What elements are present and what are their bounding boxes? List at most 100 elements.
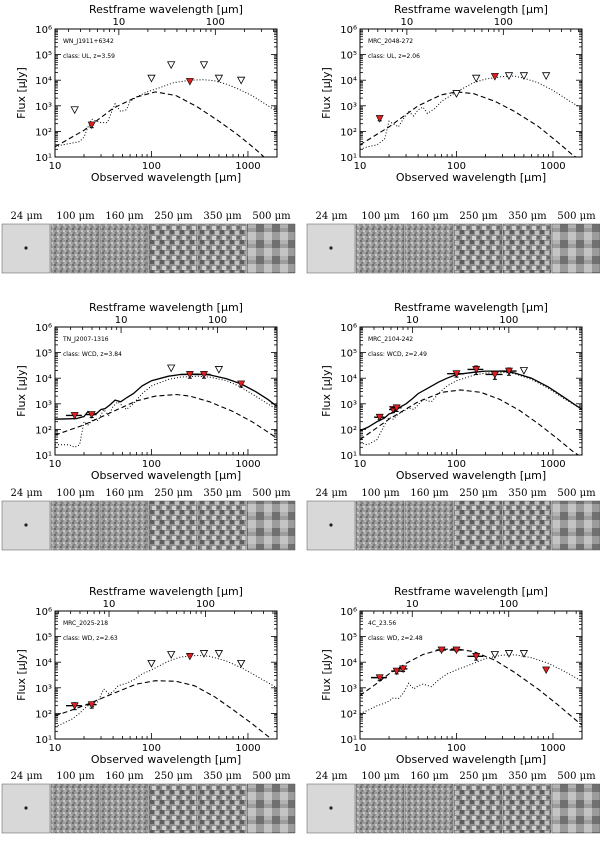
plot-frame	[359, 28, 583, 158]
upper-limit-marker	[504, 72, 514, 81]
plot-frame	[54, 610, 278, 740]
detection-marker	[542, 666, 551, 675]
detection-marker	[437, 646, 446, 655]
agn-dashed-curve	[360, 389, 580, 455]
agn-dashed-curve	[360, 91, 577, 157]
plot-area	[360, 365, 582, 455]
sf-dotted-curve	[360, 371, 582, 446]
panel-4: 10 100 1000 10 100 10¹ 10² 10³ 10⁴ 10⁵ 10⁶ Restfram…	[306, 301, 600, 551]
x-label-bottom: Observed wavelength [μm]	[91, 171, 241, 184]
cutout-image	[502, 500, 552, 551]
cutout-label: 350 μm	[203, 488, 242, 499]
top-tick-label: 10	[400, 17, 413, 28]
x-label-bottom: Observed wavelength [μm]	[396, 469, 546, 482]
cutout-source-dot	[329, 806, 333, 810]
detection-marker	[185, 653, 194, 661]
cutout-image	[99, 223, 149, 274]
x-tick-label: 10	[354, 161, 367, 172]
cutout-label: 160 μm	[105, 211, 144, 222]
detection-marker	[490, 73, 499, 81]
panel-5: 10 100 1000 10 100 10¹ 10² 10³ 10⁴ 10⁵ 10⁶ Restfram…	[1, 585, 296, 834]
source-name: MRC_2025-218	[63, 620, 108, 627]
cutout-label: 100 μm	[361, 211, 400, 222]
agn-dashed-curve	[55, 91, 265, 157]
upper-limit-marker	[167, 61, 176, 70]
panel-2: 10 100 1000 10 100 10¹ 10² 10³ 10⁴ 10⁵ 10⁶ Restfram…	[306, 3, 600, 274]
y-label: Flux [μJy]	[15, 365, 28, 417]
class-label: class: WD, z=2.63	[63, 635, 118, 642]
y-tick-label: 10⁴	[340, 658, 357, 669]
cutout-image	[246, 500, 296, 551]
y-tick-label: 10²	[35, 709, 52, 720]
cutout-image	[551, 783, 600, 834]
cutout-image	[246, 783, 296, 834]
plot-area	[360, 72, 582, 157]
cutout-label: 350 μm	[203, 211, 242, 222]
cutout-label: 24 μm	[316, 211, 348, 222]
class-label: class: UL, z=3.59	[63, 53, 115, 60]
cutout-image	[50, 223, 100, 274]
cutout-image	[148, 223, 198, 274]
cutout-source-dot	[329, 246, 333, 250]
cutout-image	[355, 783, 405, 834]
cutout-label: 160 μm	[410, 771, 449, 782]
y-tick-label: 10¹	[35, 153, 52, 164]
top-tick-label: 100	[499, 315, 518, 326]
plot-frame	[359, 610, 583, 740]
cutout-label: 500 μm	[557, 771, 596, 782]
y-tick-label: 10³	[340, 400, 357, 411]
upper-limit-marker	[541, 72, 551, 81]
plot-area	[55, 61, 277, 157]
top-tick-label: 100	[208, 315, 227, 326]
source-name: TN_J2007-1316	[62, 336, 109, 343]
upper-limit-marker	[519, 367, 529, 375]
top-tick-label: 100	[499, 599, 518, 610]
detection-marker	[375, 674, 384, 682]
sf-dotted-curve	[360, 75, 582, 150]
cutout-label: 250 μm	[459, 211, 498, 222]
source-name: MRC_2048-272	[368, 38, 413, 45]
y-tick-label: 10³	[35, 102, 52, 113]
upper-limit-marker	[490, 651, 500, 659]
x-tick-label: 10	[49, 459, 62, 470]
top-tick-label: 10	[406, 315, 419, 326]
top-tick-label: 10	[115, 315, 128, 326]
cutout-image	[453, 783, 503, 834]
x-tick-label: 100	[142, 161, 161, 172]
plot-area	[360, 646, 582, 726]
y-tick-label: 10⁶	[340, 323, 357, 334]
cutout-label: 24 μm	[316, 488, 348, 499]
y-tick-label: 10⁵	[340, 51, 357, 62]
x-label-top: Restframe wavelength [μm]	[394, 301, 548, 314]
cutout-label: 350 μm	[203, 771, 242, 782]
cutout-label: 100 μm	[361, 488, 400, 499]
top-tick-label: 10	[103, 599, 116, 610]
x-label-top: Restframe wavelength [μm]	[394, 585, 548, 598]
cutout-label: 250 μm	[154, 211, 193, 222]
cutout-image	[148, 783, 198, 834]
cutout-source-dot	[24, 806, 28, 810]
cutout-image	[453, 500, 503, 551]
detection-marker	[87, 701, 96, 709]
y-tick-label: 10³	[35, 400, 52, 411]
y-tick-label: 10⁴	[35, 76, 52, 87]
y-tick-label: 10²	[340, 127, 357, 138]
detection-marker	[399, 665, 408, 673]
cutout-label: 250 μm	[154, 488, 193, 499]
source-name: MRC_2104-242	[368, 336, 413, 343]
upper-limit-marker	[452, 90, 461, 98]
y-tick-label: 10²	[35, 127, 52, 138]
class-label: class: WCD, z=3.84	[63, 351, 122, 358]
y-tick-label: 10⁶	[35, 607, 52, 618]
x-label-top: Restframe wavelength [μm]	[89, 585, 243, 598]
x-tick-label: 1000	[540, 743, 565, 754]
class-label: class: WD, z=2.48	[368, 635, 423, 642]
top-tick-label: 100	[206, 17, 225, 28]
upper-limit-marker	[236, 659, 246, 668]
x-label-bottom: Observed wavelength [μm]	[91, 469, 241, 482]
x-tick-label: 10	[49, 743, 62, 754]
cutout-label: 500 μm	[557, 488, 596, 499]
cutout-label: 24 μm	[11, 488, 43, 499]
y-tick-label: 10⁵	[35, 633, 52, 644]
cutout-image	[99, 783, 149, 834]
